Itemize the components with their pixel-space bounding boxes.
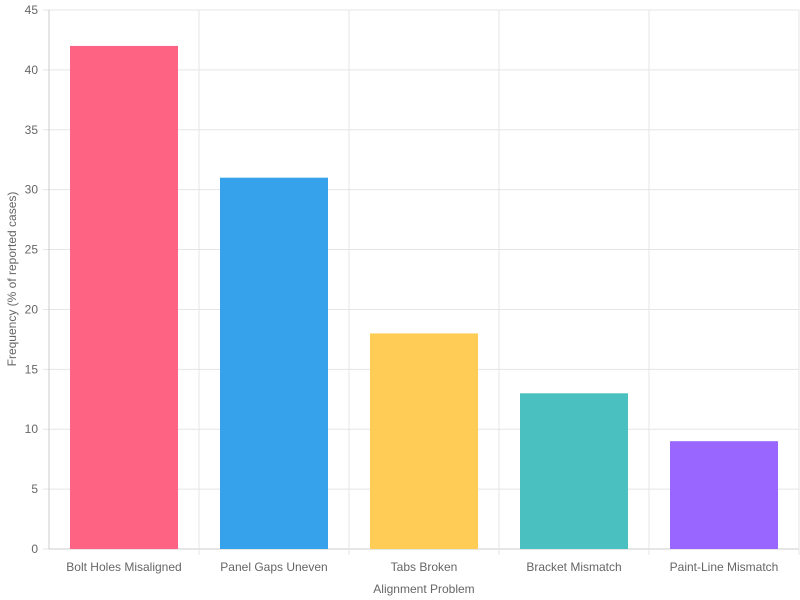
- x-tick-label: Panel Gaps Uneven: [220, 560, 327, 574]
- y-tick-label: 45: [25, 3, 39, 17]
- y-tick-label: 0: [31, 542, 38, 556]
- y-tick-label: 10: [25, 422, 39, 436]
- y-tick-label: 5: [31, 482, 38, 496]
- y-tick-label: 30: [25, 183, 39, 197]
- bar-bracket-mismatch: [520, 393, 628, 549]
- y-tick-label: 25: [25, 243, 39, 257]
- y-tick-label: 15: [25, 362, 39, 376]
- y-tick-label: 20: [25, 302, 39, 316]
- x-tick-label: Bolt Holes Misaligned: [66, 560, 181, 574]
- y-tick-label: 40: [25, 63, 39, 77]
- x-tick-label: Bracket Mismatch: [526, 560, 621, 574]
- bar-panel-gaps-uneven: [220, 177, 328, 549]
- bars: [70, 45, 778, 549]
- x-axis-ticks: Bolt Holes Misaligned Panel Gaps Uneven Ta…: [66, 560, 778, 574]
- x-tick-label: Tabs Broken: [391, 560, 458, 574]
- x-axis-title: Alignment Problem: [373, 582, 474, 596]
- y-axis-title: Frequency (% of reported cases): [5, 192, 19, 367]
- bar-paint-line-mismatch: [670, 441, 778, 549]
- bar-tabs-broken: [370, 333, 478, 549]
- x-tick-label: Paint-Line Mismatch: [670, 560, 779, 574]
- y-tick-label: 35: [25, 123, 39, 137]
- y-axis-ticks: 0 5 10 15 20 25 30 35 40 45: [25, 3, 39, 556]
- bar-bolt-holes-misaligned: [70, 45, 178, 549]
